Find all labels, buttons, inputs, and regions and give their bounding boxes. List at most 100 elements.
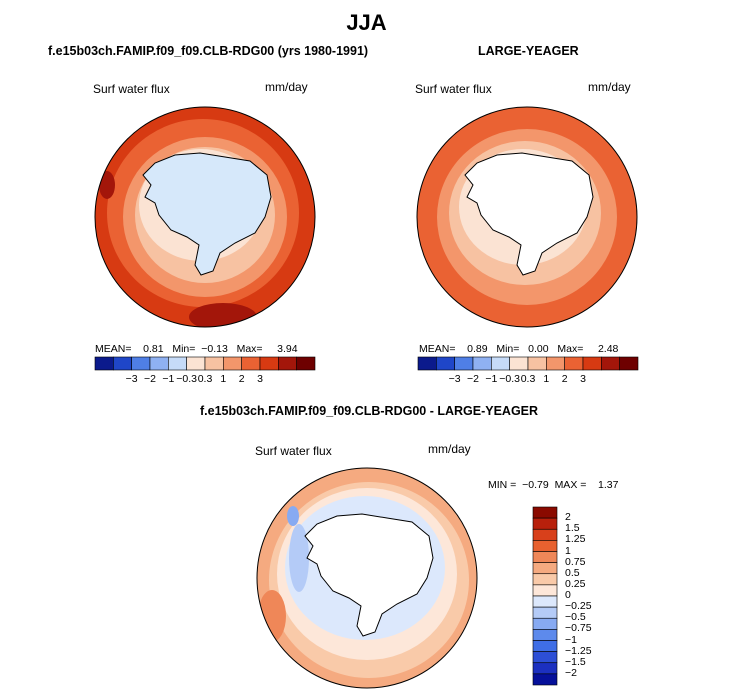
panel-obs-variable: Surf water flux — [415, 82, 492, 96]
max-value: 2.48 — [597, 343, 619, 355]
colorbar-swatch — [532, 562, 558, 575]
max-value: 1.37 — [598, 479, 619, 491]
min-value: −0.79 — [522, 479, 549, 491]
min-label: Min= — [172, 343, 196, 355]
colorbar-swatch — [532, 662, 558, 675]
min-value: −0.13 — [201, 343, 228, 355]
colorbar-tick-label: 1.25 — [565, 533, 586, 546]
panel-model-stats: MEAN= 0.81 Min= −0.13 Max= 3.94 — [95, 343, 298, 355]
colorbar-swatch — [491, 356, 510, 371]
mean-label: MEAN= — [419, 343, 456, 355]
colorbar-swatch — [532, 551, 558, 563]
colorbar-obs — [417, 356, 639, 371]
colorbar-swatch — [259, 356, 279, 371]
colorbar-tick-label: 3 — [580, 373, 586, 385]
colorbar-tick-label: −1 — [565, 633, 577, 646]
panel-diff-title: f.e15b03ch.FAMIP.f09_f09.CLB-RDG00 - LAR… — [200, 404, 539, 418]
colorbar-tick-label: −1.5 — [565, 655, 586, 668]
colorbar-swatch — [149, 356, 169, 371]
panel-diff-stats: MIN = −0.79 MAX = 1.37 — [488, 479, 618, 491]
colorbar-tick-label: 1 — [220, 373, 227, 385]
max-label: MAX = — [554, 479, 587, 491]
panel-obs-units: mm/day — [588, 80, 631, 94]
panel-obs-title: LARGE-YEAGER — [478, 44, 579, 58]
colorbar-tick-label: 0.5 — [565, 566, 580, 579]
max-label: Max= — [236, 343, 263, 355]
min-label: Min= — [496, 343, 520, 355]
colorbar-tick-label: −0.25 — [565, 600, 592, 613]
colorbar-tick-label: −1.25 — [565, 644, 592, 657]
map-obs — [416, 106, 638, 328]
colorbar-tick-label: −2 — [144, 373, 156, 385]
colorbar-swatch — [532, 617, 558, 630]
colorbar-obs-ticks: −3 −2 −1 −0.3 0.3 1 2 3 — [418, 373, 638, 387]
colorbar-swatch — [186, 356, 206, 371]
colorbar-swatch — [472, 356, 492, 371]
model-antarctica-land — [142, 152, 272, 276]
mean-label: MEAN= — [95, 343, 132, 355]
colorbar-tick-label: 0 — [565, 589, 571, 601]
colorbar-swatch — [527, 356, 547, 371]
colorbar-tick-label: 0.25 — [565, 577, 586, 590]
colorbar-tick-label: −0.3 — [499, 373, 521, 385]
colorbar-swatch — [204, 356, 224, 371]
colorbar-swatch — [619, 356, 639, 371]
colorbar-tick-label: −0.3 — [176, 373, 198, 385]
panel-model-units: mm/day — [265, 80, 308, 94]
colorbar-swatch — [532, 506, 558, 519]
mean-value: 0.81 — [143, 343, 164, 355]
colorbar-tick-label: −1 — [162, 373, 175, 385]
model-west-patch — [99, 171, 115, 199]
colorbar-tick-label: 2 — [561, 373, 568, 385]
min-label: MIN = — [488, 479, 517, 491]
colorbar-tick-label: −2 — [565, 666, 577, 679]
colorbar-swatch — [454, 356, 474, 371]
colorbar-swatch — [94, 356, 114, 371]
max-value: 3.94 — [277, 343, 298, 355]
panel-obs-stats: MEAN= 0.89 Min= 0.00 Max= 2.48 — [419, 343, 618, 355]
colorbar-swatch — [241, 356, 261, 371]
colorbar-swatch — [509, 356, 529, 371]
colorbar-swatch — [223, 356, 242, 371]
mean-value: 0.89 — [467, 343, 488, 355]
model-map-border — [94, 106, 316, 328]
colorbar-swatch — [564, 356, 584, 371]
colorbar-tick-label: −0.5 — [565, 611, 586, 624]
colorbar-swatch — [168, 356, 187, 371]
colorbar-swatch — [532, 640, 558, 652]
colorbar-tick-label: 0.3 — [197, 373, 213, 385]
obs-map-border — [416, 106, 638, 328]
colorbar-tick-label: −2 — [467, 373, 479, 385]
colorbar-swatch — [532, 573, 558, 586]
colorbar-swatch — [601, 356, 620, 371]
colorbar-tick-label: −3 — [448, 373, 461, 385]
colorbar-swatch — [131, 356, 151, 371]
max-label: Max= — [557, 343, 584, 355]
colorbar-swatch — [296, 356, 316, 371]
colorbar-swatch — [532, 673, 558, 686]
colorbar-swatch — [532, 528, 558, 541]
diff-west-min — [287, 506, 299, 526]
colorbar-tick-label: −1 — [485, 373, 498, 385]
map-diff — [256, 467, 478, 689]
diff-map-border — [256, 467, 478, 689]
colorbar-swatch — [532, 595, 558, 608]
colorbar-tick-label: 2 — [565, 511, 571, 524]
colorbar-swatch — [436, 356, 455, 371]
colorbar-tick-label: 0.75 — [565, 555, 586, 568]
colorbar-swatch — [532, 540, 558, 552]
colorbar-model — [94, 356, 316, 371]
colorbar-tick-label: 3 — [257, 373, 263, 385]
colorbar-swatch — [532, 517, 558, 530]
panel-model-variable: Surf water flux — [93, 82, 170, 96]
colorbar-swatch — [546, 356, 565, 371]
panel-diff-variable: Surf water flux — [255, 444, 332, 458]
colorbar-swatch — [113, 356, 132, 371]
diff-west-patch — [289, 524, 309, 592]
colorbar-swatch — [532, 651, 558, 664]
colorbar-tick-label: −0.75 — [565, 622, 592, 635]
colorbar-swatch — [417, 356, 437, 371]
colorbar-swatch — [278, 356, 297, 371]
panel-model-title: f.e15b03ch.FAMIP.f09_f09.CLB-RDG00 (yrs … — [48, 44, 369, 58]
colorbar-tick-label: 2 — [238, 373, 245, 385]
